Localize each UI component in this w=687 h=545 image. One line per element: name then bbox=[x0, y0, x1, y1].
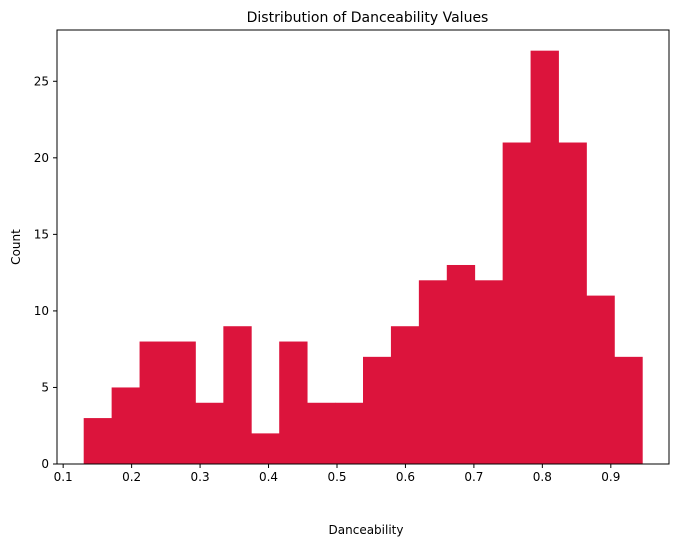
bars-group bbox=[83, 50, 643, 465]
histogram-bar bbox=[390, 326, 420, 464]
histogram-bar bbox=[530, 50, 559, 465]
y-axis-ticks: 0 5 10 15 20 25 bbox=[34, 74, 57, 471]
chart-title: Distribution of Danceability Values bbox=[247, 10, 489, 26]
x-tick-label: 0.8 bbox=[533, 470, 552, 484]
histogram-bar bbox=[335, 402, 364, 464]
y-axis-label: Count bbox=[9, 229, 23, 265]
histogram-bar bbox=[586, 295, 615, 464]
histogram-bar bbox=[83, 418, 113, 464]
histogram-bar bbox=[195, 402, 224, 464]
histogram-bar bbox=[418, 280, 448, 464]
x-tick-label: 0.3 bbox=[191, 470, 210, 484]
histogram-bar bbox=[111, 387, 140, 464]
histogram-bar bbox=[139, 341, 168, 464]
histogram-bar bbox=[502, 142, 531, 464]
x-axis-label: Danceability bbox=[329, 523, 404, 537]
histogram-bar bbox=[474, 280, 504, 464]
x-tick-label: 0.2 bbox=[122, 470, 141, 484]
x-tick-label: 0.1 bbox=[54, 470, 73, 484]
y-tick-label: 15 bbox=[34, 227, 49, 241]
x-tick-label: 0.6 bbox=[396, 470, 415, 484]
y-tick-label: 5 bbox=[41, 380, 49, 394]
histogram-bar bbox=[223, 326, 252, 464]
histogram-bar bbox=[167, 341, 196, 464]
histogram-bar bbox=[307, 402, 336, 464]
histogram-bar bbox=[558, 142, 587, 464]
histogram-bar bbox=[279, 341, 308, 464]
y-tick-label: 0 bbox=[41, 457, 49, 471]
plot-frame bbox=[56, 29, 670, 465]
y-tick-label: 10 bbox=[34, 304, 49, 318]
histogram-bar bbox=[363, 356, 392, 464]
x-axis-ticks: 0.1 0.2 0.3 0.4 0.5 0.6 0.7 0.8 0.9 bbox=[54, 464, 620, 484]
x-tick-label: 0.9 bbox=[601, 470, 620, 484]
histogram-bar bbox=[251, 433, 280, 464]
x-tick-label: 0.7 bbox=[464, 470, 483, 484]
y-tick-label: 25 bbox=[34, 74, 49, 88]
x-tick-label: 0.4 bbox=[259, 470, 278, 484]
y-tick-label: 20 bbox=[34, 151, 49, 165]
histogram-bar bbox=[446, 264, 476, 464]
histogram-bar bbox=[614, 356, 643, 464]
x-tick-label: 0.5 bbox=[327, 470, 346, 484]
